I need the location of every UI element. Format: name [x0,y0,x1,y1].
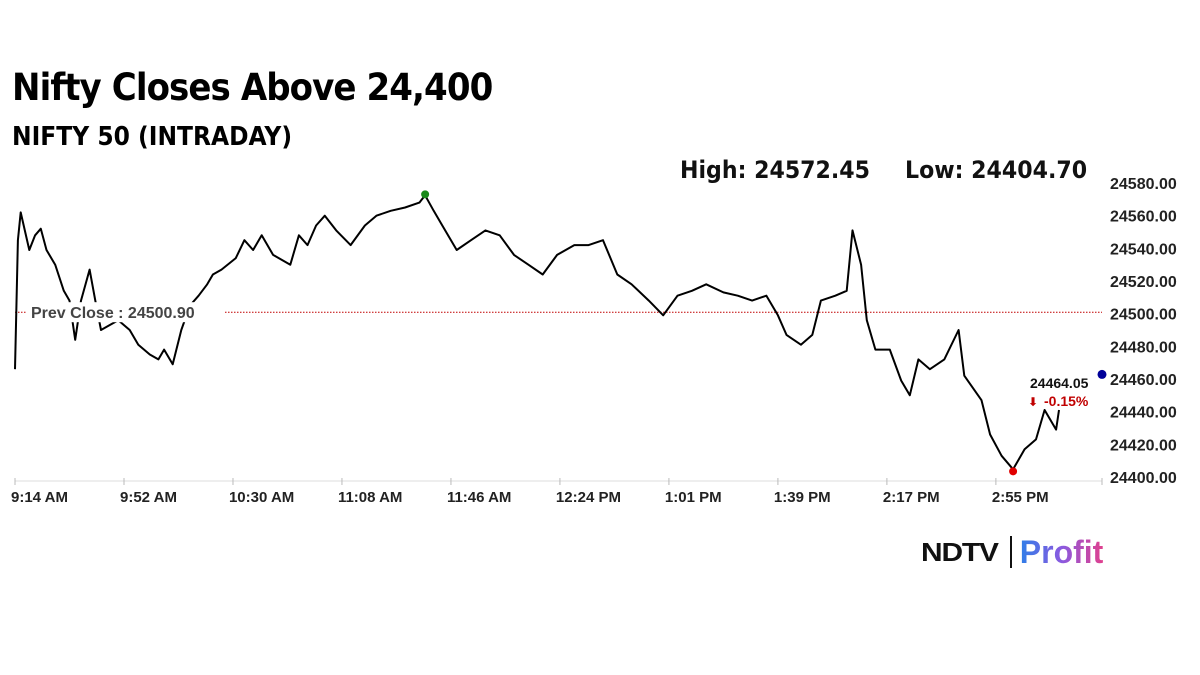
y-tick-label: 24500.00 [1110,307,1177,324]
x-tick-label: 12:24 PM [556,489,621,506]
change-percent-label: -0.15% [1044,393,1089,409]
price-line [14,194,1060,471]
y-tick-label: 24420.00 [1110,437,1177,454]
ndtv-profit-logo: NDTV Profit [921,534,1103,570]
prev-close-label: Prev Close : 24500.90 [31,305,195,322]
y-tick-label: 24400.00 [1110,470,1177,487]
last-price-label: 24464.05 [1030,375,1089,391]
x-tick-label: 11:46 AM [447,489,511,506]
high-label: High: 24572.45 [680,156,871,184]
x-tick-label: 1:39 PM [774,489,831,506]
y-tick-label: 24460.00 [1110,372,1177,389]
y-tick-label: 24480.00 [1110,339,1177,356]
logo-product: Profit [1019,533,1104,570]
y-tick-label: 24440.00 [1110,405,1177,422]
x-tick-label: 2:17 PM [883,489,940,506]
prev-close-label-bg [26,302,224,323]
low-marker [1009,467,1018,476]
x-tick-label: 1:01 PM [665,489,722,506]
y-tick-label: 24560.00 [1110,209,1177,226]
logo-brand: NDTV [921,536,999,567]
last-price-marker [1097,369,1107,379]
x-tick-label: 9:14 AM [11,489,68,506]
x-tick-label: 2:55 PM [992,489,1049,506]
x-tick-label: 9:52 AM [120,489,177,506]
high-marker [421,190,430,199]
logo-divider [1009,536,1012,568]
low-label: Low: 24404.70 [905,156,1088,184]
y-tick-label: 24580.00 [1110,176,1177,193]
x-tick-label: 11:08 AM [338,489,402,506]
y-tick-label: 24540.00 [1110,241,1177,258]
x-tick-label: 10:30 AM [229,489,294,506]
y-tick-label: 24520.00 [1110,274,1177,291]
arrow-down-icon: ⬇ [1028,395,1038,409]
chart-subtitle: NIFTY 50 (INTRADAY) [12,122,293,152]
page-title: Nifty Closes Above 24,400 [12,66,493,109]
